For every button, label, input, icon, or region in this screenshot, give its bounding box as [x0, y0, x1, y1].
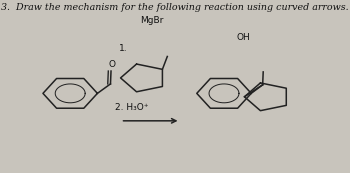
Text: MgBr: MgBr — [140, 16, 163, 25]
Text: 1.: 1. — [119, 44, 128, 53]
Text: O: O — [108, 60, 115, 69]
Text: 2. H₃O⁺: 2. H₃O⁺ — [115, 103, 149, 112]
Text: OH: OH — [236, 33, 250, 42]
Text: 3.  Draw the mechanism for the following reaction using curved arrows.: 3. Draw the mechanism for the following … — [1, 3, 349, 12]
